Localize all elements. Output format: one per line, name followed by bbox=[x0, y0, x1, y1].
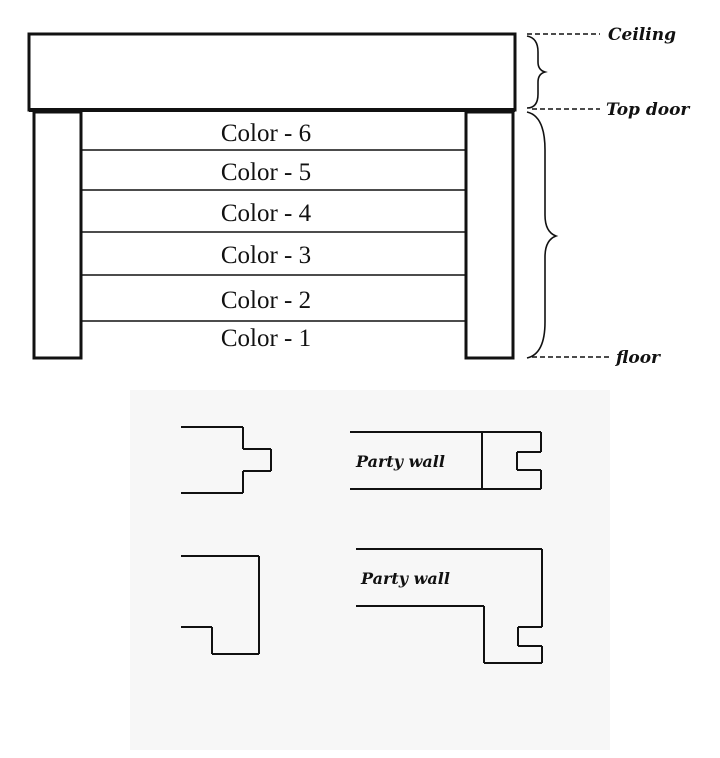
height-annotations: Ceiling Top door floor bbox=[526, 25, 690, 368]
top-door-label: Top door bbox=[606, 100, 690, 120]
band-label-6: Color - 6 bbox=[221, 120, 311, 147]
band-label-4: Color - 4 bbox=[221, 200, 312, 227]
color-bands: Color - 6 Color - 5 Color - 4 Color - 3 … bbox=[81, 120, 466, 352]
band-label-1: Color - 1 bbox=[221, 325, 311, 352]
party-wall-label-top: Party wall bbox=[355, 452, 445, 471]
detail-jamb-key bbox=[181, 426, 272, 494]
band-label-3: Color - 3 bbox=[221, 242, 311, 269]
party-wall-label-bottom: Party wall bbox=[360, 569, 450, 588]
ceiling-brace bbox=[526, 35, 548, 109]
ceiling-label: Ceiling bbox=[608, 25, 676, 45]
detail-party-wall-slot: Party wall bbox=[350, 431, 542, 490]
door-frame bbox=[29, 108, 515, 360]
floor-label: floor bbox=[615, 348, 661, 368]
left-jamb bbox=[32, 110, 83, 360]
band-label-5: Color - 5 bbox=[221, 159, 311, 186]
detail-jamb-step bbox=[181, 555, 260, 655]
scan-shade bbox=[130, 390, 610, 750]
detail-party-wall-step: Party wall bbox=[356, 548, 543, 664]
band-label-2: Color - 2 bbox=[221, 287, 311, 314]
right-jamb bbox=[464, 110, 515, 360]
door-brace bbox=[526, 111, 559, 359]
